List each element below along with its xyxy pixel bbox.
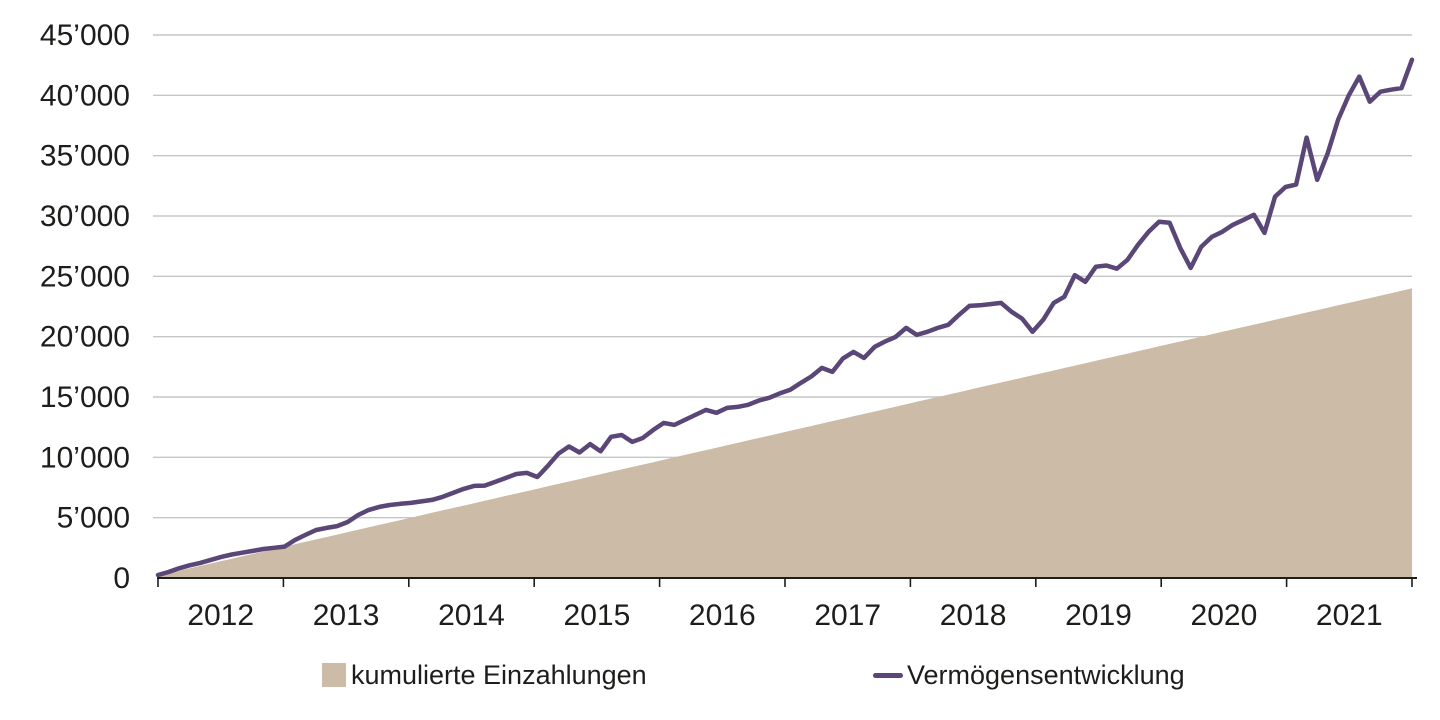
- y-axis-label: 30’000: [40, 200, 130, 233]
- y-axis-label: 5’000: [57, 502, 130, 535]
- legend-label-portfolio: Vermögensentwicklung: [907, 660, 1185, 690]
- deposits-area-swatch-icon: [322, 663, 346, 687]
- x-axis-label: 2018: [940, 599, 1007, 632]
- y-axis-label: 40’000: [40, 79, 130, 112]
- y-axis-label: 25’000: [40, 260, 130, 293]
- y-axis-label: 35’000: [40, 140, 130, 173]
- legend-item-portfolio: Vermögensentwicklung: [873, 660, 1185, 690]
- y-axis-label: 10’000: [40, 441, 130, 474]
- y-axis-label: 45’000: [40, 19, 130, 52]
- x-axis-label: 2020: [1191, 599, 1258, 632]
- y-axis-label: 20’000: [40, 321, 130, 354]
- portfolio-line-swatch-icon: [873, 672, 903, 678]
- portfolio-line-series: [155, 57, 1415, 578]
- chart-plot-area: 0 5’000 10’000 15’000 20’000 25’000 30’000 35’0…: [40, 19, 1417, 632]
- x-axis-label: 2016: [689, 599, 756, 632]
- x-axis-label: 2019: [1065, 599, 1132, 632]
- y-axis-label: 15’000: [40, 381, 130, 414]
- y-axis-label: 0: [113, 562, 130, 595]
- deposits-area-series: [158, 288, 1412, 578]
- x-axis-label: 2014: [438, 599, 505, 632]
- x-axis-label: 2015: [564, 599, 631, 632]
- x-axis-label: 2013: [313, 599, 380, 632]
- legend-item-deposits: kumulierte Einzahlungen: [322, 660, 647, 690]
- legend-label-deposits: kumulierte Einzahlungen: [351, 660, 647, 690]
- x-axis-label: 2017: [814, 599, 881, 632]
- x-axis-label: 2012: [187, 599, 254, 632]
- x-axis-label: 2021: [1316, 599, 1383, 632]
